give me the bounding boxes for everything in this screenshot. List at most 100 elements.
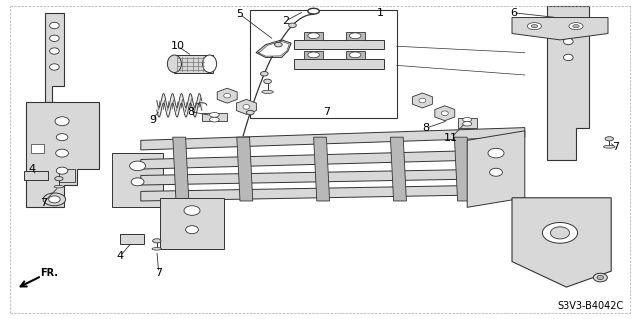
- Text: 9: 9: [148, 115, 156, 125]
- Ellipse shape: [56, 149, 68, 157]
- Text: 4: 4: [116, 251, 124, 261]
- Text: FR.: FR.: [40, 268, 58, 278]
- Text: 4: 4: [28, 164, 36, 174]
- Ellipse shape: [275, 42, 282, 47]
- Polygon shape: [45, 13, 64, 102]
- Polygon shape: [26, 102, 99, 207]
- Polygon shape: [458, 118, 477, 128]
- Ellipse shape: [564, 54, 573, 61]
- Ellipse shape: [597, 275, 604, 279]
- Ellipse shape: [55, 177, 63, 181]
- Ellipse shape: [131, 178, 144, 186]
- Ellipse shape: [262, 90, 273, 93]
- Text: 7: 7: [155, 268, 163, 278]
- Text: 7: 7: [40, 197, 47, 208]
- Ellipse shape: [50, 22, 60, 29]
- Ellipse shape: [210, 113, 220, 117]
- Ellipse shape: [531, 25, 538, 28]
- Ellipse shape: [264, 79, 271, 84]
- Polygon shape: [304, 32, 323, 40]
- Ellipse shape: [210, 117, 220, 122]
- Ellipse shape: [349, 52, 361, 58]
- Polygon shape: [294, 40, 384, 49]
- Ellipse shape: [463, 122, 472, 126]
- Ellipse shape: [419, 98, 426, 103]
- Ellipse shape: [490, 168, 502, 176]
- Polygon shape: [512, 198, 611, 287]
- Bar: [31, 144, 44, 153]
- Polygon shape: [141, 128, 525, 150]
- Polygon shape: [141, 185, 499, 201]
- Ellipse shape: [605, 137, 614, 141]
- Polygon shape: [454, 137, 470, 201]
- Text: 7: 7: [323, 107, 330, 117]
- Polygon shape: [202, 113, 227, 121]
- Ellipse shape: [184, 206, 200, 215]
- Ellipse shape: [153, 239, 161, 243]
- Ellipse shape: [569, 23, 583, 30]
- Polygon shape: [294, 59, 384, 69]
- Polygon shape: [217, 88, 237, 103]
- Polygon shape: [346, 32, 365, 40]
- Polygon shape: [258, 41, 289, 56]
- Ellipse shape: [49, 196, 60, 203]
- Ellipse shape: [129, 161, 146, 171]
- Polygon shape: [390, 137, 406, 201]
- Polygon shape: [237, 137, 253, 201]
- Polygon shape: [512, 18, 608, 40]
- Ellipse shape: [543, 223, 578, 243]
- Ellipse shape: [308, 8, 319, 14]
- Ellipse shape: [50, 48, 60, 54]
- Polygon shape: [24, 171, 48, 180]
- Ellipse shape: [56, 167, 68, 174]
- Ellipse shape: [442, 111, 448, 115]
- Polygon shape: [435, 106, 455, 121]
- Ellipse shape: [50, 64, 60, 70]
- Ellipse shape: [308, 33, 319, 39]
- Bar: [250, 10, 397, 118]
- Polygon shape: [160, 198, 224, 249]
- Ellipse shape: [564, 22, 573, 29]
- Polygon shape: [141, 150, 499, 169]
- Ellipse shape: [44, 193, 66, 206]
- Ellipse shape: [224, 93, 230, 98]
- Polygon shape: [236, 100, 257, 114]
- Ellipse shape: [55, 117, 69, 126]
- Ellipse shape: [604, 145, 615, 148]
- Text: 5: 5: [237, 9, 243, 19]
- Polygon shape: [304, 51, 323, 59]
- Ellipse shape: [152, 248, 162, 250]
- Ellipse shape: [243, 105, 250, 109]
- Text: 8: 8: [187, 107, 195, 117]
- Ellipse shape: [289, 23, 296, 27]
- Polygon shape: [314, 137, 330, 201]
- Ellipse shape: [202, 55, 216, 73]
- Ellipse shape: [550, 227, 570, 239]
- Ellipse shape: [349, 33, 361, 39]
- Ellipse shape: [308, 52, 319, 58]
- Text: 1: 1: [378, 8, 384, 18]
- Bar: [59, 169, 75, 182]
- Polygon shape: [120, 234, 144, 244]
- Text: S3V3-B4042C: S3V3-B4042C: [557, 301, 624, 311]
- Text: 2: 2: [282, 16, 290, 26]
- Bar: [174, 55, 212, 72]
- Ellipse shape: [593, 273, 607, 282]
- Polygon shape: [112, 153, 163, 207]
- Text: 6: 6: [510, 8, 516, 18]
- Ellipse shape: [186, 226, 198, 234]
- Ellipse shape: [260, 71, 268, 76]
- Text: 8: 8: [422, 123, 429, 133]
- Polygon shape: [173, 137, 189, 201]
- Text: 11: 11: [444, 133, 458, 143]
- Ellipse shape: [246, 110, 254, 115]
- Ellipse shape: [488, 148, 504, 158]
- Text: 10: 10: [171, 41, 185, 51]
- Ellipse shape: [50, 35, 60, 41]
- Polygon shape: [141, 169, 499, 185]
- Ellipse shape: [168, 55, 182, 73]
- Ellipse shape: [56, 134, 68, 141]
- Ellipse shape: [463, 117, 472, 122]
- Ellipse shape: [564, 38, 573, 45]
- Ellipse shape: [54, 185, 64, 188]
